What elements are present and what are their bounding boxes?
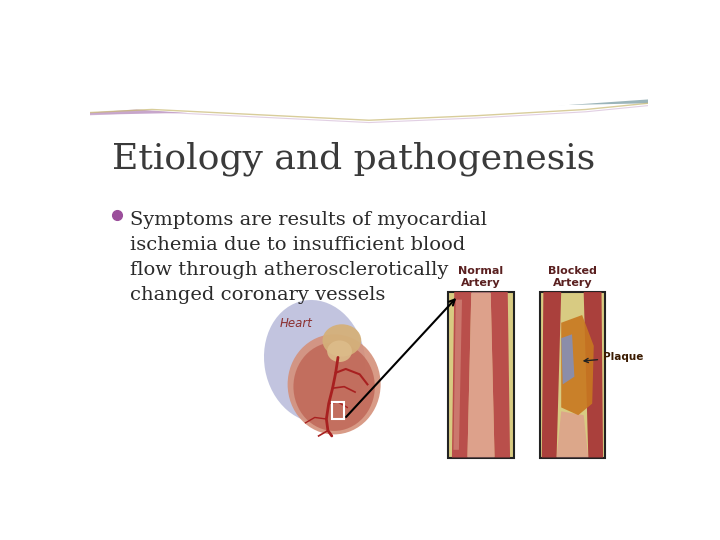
Ellipse shape bbox=[327, 340, 352, 362]
Bar bbox=[448, 292, 514, 457]
Ellipse shape bbox=[264, 300, 366, 422]
Bar bbox=[332, 402, 344, 419]
Bar bbox=[539, 292, 606, 457]
Polygon shape bbox=[454, 300, 462, 450]
Polygon shape bbox=[561, 315, 594, 415]
Polygon shape bbox=[90, 103, 648, 481]
Polygon shape bbox=[490, 292, 510, 457]
Polygon shape bbox=[561, 334, 575, 384]
Text: Normal
Artery: Normal Artery bbox=[459, 267, 503, 288]
Polygon shape bbox=[542, 292, 561, 457]
Polygon shape bbox=[584, 292, 603, 457]
Text: Heart: Heart bbox=[280, 316, 312, 329]
Polygon shape bbox=[90, 65, 648, 130]
Polygon shape bbox=[90, 65, 648, 120]
Polygon shape bbox=[245, 65, 648, 120]
Text: Plaque: Plaque bbox=[584, 353, 644, 362]
Text: Etiology and pathogenesis: Etiology and pathogenesis bbox=[112, 142, 595, 176]
Text: Symptoms are results of myocardial
ischemia due to insufficient blood
flow throu: Symptoms are results of myocardial ische… bbox=[130, 211, 487, 304]
Polygon shape bbox=[557, 411, 588, 457]
Ellipse shape bbox=[287, 334, 381, 434]
Ellipse shape bbox=[323, 325, 361, 356]
Polygon shape bbox=[467, 292, 495, 457]
Text: Blocked
Artery: Blocked Artery bbox=[548, 267, 597, 288]
Ellipse shape bbox=[294, 342, 375, 431]
Polygon shape bbox=[452, 292, 472, 457]
